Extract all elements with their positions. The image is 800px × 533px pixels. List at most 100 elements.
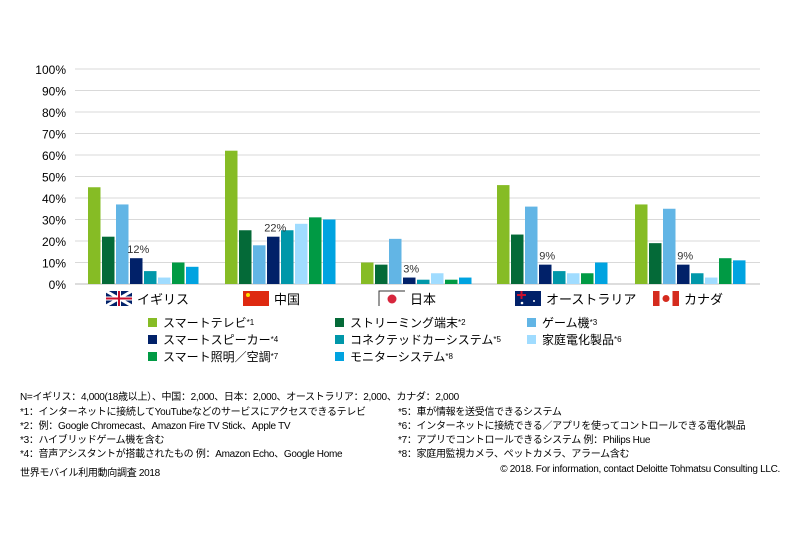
bar: [253, 245, 266, 284]
legend-item: スマート照明／空調 *7: [148, 348, 278, 365]
footnote: *4：音声アシスタントが搭載されたもの 例：Amazon Echo、Google…: [20, 449, 343, 460]
bar: [649, 243, 662, 284]
bar: [267, 236, 280, 284]
data-label: 9%: [677, 251, 693, 263]
footnote-marker: *7: [270, 352, 279, 361]
y-tick-label: 60%: [42, 149, 66, 163]
bar: [511, 234, 524, 284]
bar: [677, 264, 690, 284]
legend-label: スマートスピーカー: [163, 333, 271, 347]
category-label: オーストラリア: [546, 292, 636, 307]
y-tick-label: 40%: [42, 192, 66, 206]
bar: [295, 223, 308, 284]
data-label: 3%: [403, 264, 419, 276]
legend-label: ゲーム機: [542, 316, 590, 330]
y-tick-label: 100%: [35, 63, 66, 77]
copyright: © 2018. For information, contact Deloitt…: [500, 464, 780, 475]
legend-label: ストリーミング端末: [350, 316, 459, 330]
bar: [445, 279, 458, 284]
bar: [663, 208, 676, 284]
y-tick-label: 10%: [42, 257, 66, 271]
bar: [595, 262, 608, 284]
bar: [417, 279, 430, 284]
y-tick-label: 70%: [42, 128, 66, 142]
legend-swatch: [527, 318, 536, 327]
bar: [497, 185, 510, 284]
bar: [158, 277, 171, 284]
footnote: *2：例：Google Chromecast、Amazon Fire TV St…: [20, 421, 291, 432]
bar: [375, 264, 388, 284]
footnote-marker: *8: [445, 352, 453, 361]
footnote-marker: *4: [270, 335, 279, 344]
legend-swatch: [335, 335, 344, 344]
y-tick-label: 30%: [42, 214, 66, 228]
data-label: 22%: [264, 223, 286, 235]
australia-flag: [515, 291, 541, 306]
legend-label: 家庭電化製品: [542, 333, 615, 347]
category-label: 日本: [410, 292, 436, 307]
legend-item: ストリーミング端末 *2: [335, 314, 466, 331]
bar: [635, 204, 648, 284]
japan-flag: [378, 290, 405, 306]
footnote: *6：インターネットに接続できる／アプリを使ってコントロールできる電化製品: [398, 421, 746, 432]
legend-swatch: [148, 335, 157, 344]
bar: [130, 258, 143, 284]
category-label: イギリス: [137, 292, 189, 307]
y-tick-label: 20%: [42, 235, 66, 249]
bar: [719, 258, 732, 284]
legend-item: スマートスピーカー *4: [148, 331, 278, 348]
bar: [553, 271, 566, 284]
source-label: 世界モバイル利用動向調査 2018: [20, 468, 160, 479]
category-label: 中国: [274, 292, 300, 307]
footnote-marker: *5: [493, 335, 501, 344]
legend-swatch: [148, 318, 157, 327]
bar: [281, 230, 294, 284]
legend-item: スマートテレビ *1: [148, 314, 254, 331]
legend-item: ゲーム機 *3: [527, 314, 597, 331]
footnote: *5：車が情報を送受信できるシステム: [398, 407, 562, 418]
y-tick-label: 0%: [49, 278, 67, 292]
footnote: *3：ハイブリッドゲーム機を含む: [20, 435, 165, 446]
bar: [309, 217, 322, 284]
bar: [389, 238, 402, 284]
sample-size-note: N=イギリス：4,000(18歳以上）、中国：2,000、日本：2,000、オー…: [20, 392, 459, 403]
canada-flag: [653, 291, 679, 306]
footnote-marker: *3: [589, 318, 598, 327]
legend-swatch: [335, 352, 344, 361]
legend-label: スマートテレビ: [163, 316, 247, 330]
bar: [88, 187, 101, 284]
bar: [691, 273, 704, 284]
bar: [361, 262, 374, 284]
bar: [116, 204, 129, 284]
y-tick-label: 80%: [42, 106, 66, 120]
bar: [186, 266, 199, 284]
bar: [323, 219, 336, 284]
data-label: 9%: [539, 251, 555, 263]
bar: [567, 273, 580, 284]
legend-item: モニターシステム *8: [335, 348, 453, 365]
footnote-marker: *2: [458, 318, 466, 327]
legend-label: スマート照明／空調: [163, 350, 271, 364]
bar: [225, 150, 238, 284]
bar: [431, 273, 444, 284]
bar: [581, 273, 594, 284]
bar: [172, 262, 185, 284]
uk-flag: [105, 289, 133, 308]
bar-chart: 0% 10% 20% 30% 40% 50% 60% 70% 80% 90% 100% イギリス 中国 日…: [35, 63, 760, 308]
legend-item: 家庭電化製品 *6: [527, 331, 622, 348]
bar: [102, 236, 115, 284]
bar: [144, 271, 157, 284]
data-label: 12%: [127, 244, 149, 256]
bar: [733, 260, 746, 284]
legend-label: モニターシステム: [350, 350, 446, 364]
bar: [705, 277, 718, 284]
legend-swatch: [527, 335, 536, 344]
bar: [539, 264, 552, 284]
bar: [459, 277, 472, 284]
legend-swatch: [335, 318, 344, 327]
footnote-marker: *1: [246, 318, 255, 327]
bar: [403, 277, 416, 284]
y-tick-label: 50%: [42, 171, 66, 185]
footnote-marker: *6: [614, 335, 622, 344]
